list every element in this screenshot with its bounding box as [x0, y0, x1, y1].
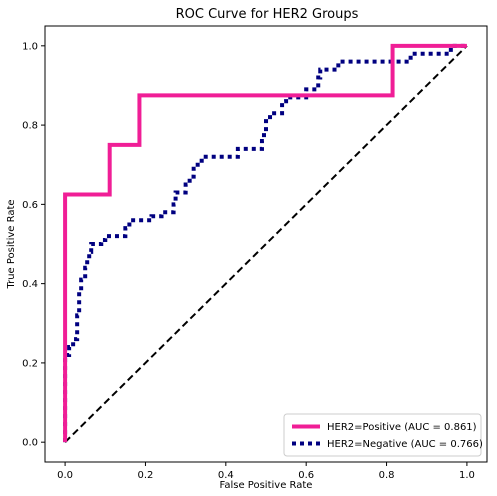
x-tick-label: 1.0	[459, 470, 475, 481]
y-tick-label: 1.0	[22, 41, 38, 52]
legend: HER2=Positive (AUC = 0.861) HER2=Negative…	[283, 413, 483, 457]
plot-area	[63, 43, 468, 443]
axes-frame	[44, 25, 488, 463]
x-axis: 0.0 0.2 0.4 0.6 0.8 1.0	[57, 462, 475, 481]
y-tick-label: 0.6	[22, 200, 38, 211]
y-tick-label: 0.8	[22, 121, 38, 132]
x-tick-label: 0.6	[298, 470, 314, 481]
legend-label-0: HER2=Positive (AUC = 0.861)	[327, 422, 477, 433]
legend-label-1: HER2=Negative (AUC = 0.766)	[327, 439, 483, 450]
y-tick-label: 0.2	[22, 358, 38, 369]
y-axis-label: True Positive Rate	[6, 199, 17, 289]
x-tick-label: 0.0	[57, 470, 73, 481]
x-tick-label: 0.2	[138, 470, 154, 481]
series-line-1	[63, 43, 467, 443]
series-line-0	[63, 43, 467, 443]
reference-diagonal-line	[64, 45, 468, 443]
legend-box	[283, 413, 482, 457]
y-axis: 0.0 0.2 0.4 0.6 0.8 1.0	[22, 41, 45, 449]
x-tick-label: 0.8	[379, 470, 395, 481]
chart-title: ROC Curve for HER2 Groups	[176, 7, 359, 22]
x-axis-label: False Positive Rate	[220, 480, 313, 491]
x-tick-label: 0.4	[218, 470, 234, 481]
y-tick-label: 0.4	[22, 279, 38, 290]
y-tick-label: 0.0	[22, 438, 38, 449]
